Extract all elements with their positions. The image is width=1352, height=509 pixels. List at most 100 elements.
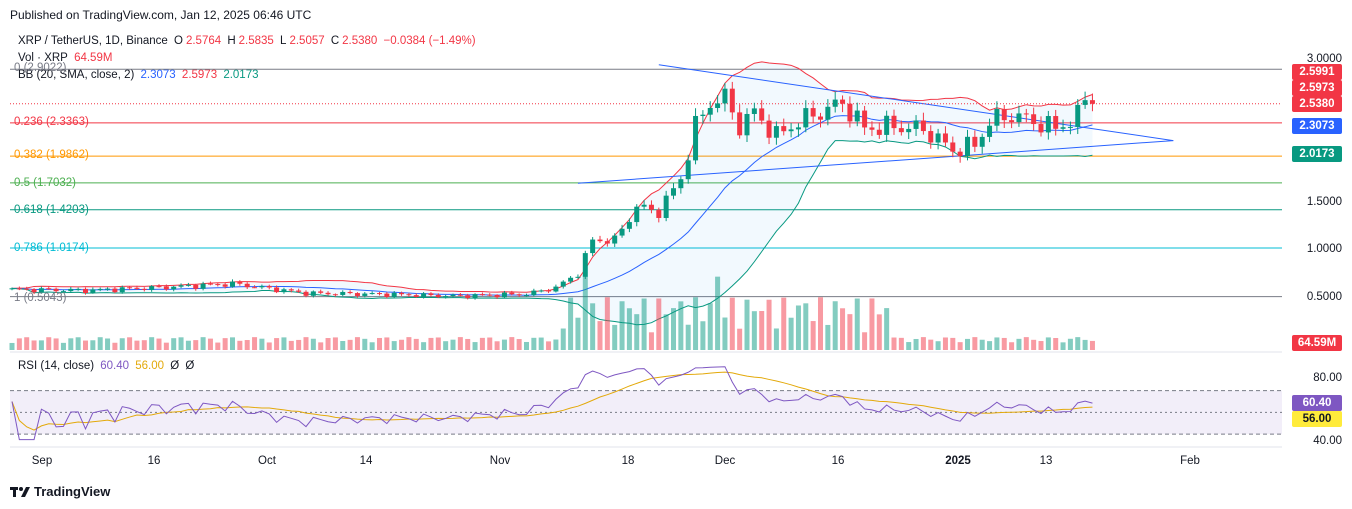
- candle-body-131: [972, 136, 978, 147]
- candle-body-101: [751, 108, 757, 114]
- volume-bar-101: [751, 311, 757, 350]
- rsi-ma-line: [11, 371, 1093, 431]
- candle-body-40: [303, 291, 309, 296]
- volume-bar-62: [465, 338, 471, 350]
- time-label-13: 13: [1039, 455, 1053, 467]
- candle-body-98: [729, 88, 735, 113]
- volume-bar-68: [509, 337, 515, 350]
- candle-body-119: [884, 115, 890, 135]
- volume-bar-64: [479, 337, 485, 350]
- candle-body-23: [178, 285, 184, 287]
- volume-bar-74: [553, 339, 559, 350]
- candle-body-66: [494, 295, 500, 298]
- volume-bar-8: [68, 338, 74, 350]
- candle-body-129: [957, 151, 963, 157]
- volume-bar-143: [1060, 342, 1066, 350]
- candle-body-20: [156, 286, 162, 288]
- fib-label-05: 0.5 (1.7032): [14, 177, 77, 189]
- candle-body-62: [465, 295, 471, 299]
- volume-bar-24: [185, 340, 191, 350]
- candle-body-49: [369, 293, 375, 295]
- volume-bar-82: [612, 324, 618, 350]
- volume-bar-111: [825, 324, 831, 350]
- candle-body-94: [700, 114, 706, 116]
- rsi-legend[interactable]: RSI (14, close) 60.40 56.00 Ø Ø: [18, 360, 197, 372]
- candle-body-127: [942, 133, 948, 143]
- time-label-sep: Sep: [31, 455, 53, 467]
- candle-body-12: [97, 288, 103, 290]
- volume-bar-71: [531, 337, 537, 350]
- symbol-legend[interactable]: XRP / TetherUS, 1D, Binance O 2.5764 H 2.5…: [18, 35, 479, 47]
- volume-tag: 64.59M: [1292, 335, 1342, 351]
- rsi-extra-1: Ø: [170, 360, 180, 372]
- volume-bar-129: [957, 342, 963, 350]
- candle-body-130: [965, 136, 970, 157]
- volume-legend[interactable]: Vol · XRP 64.59M: [18, 52, 115, 64]
- volume-bar-4: [38, 340, 44, 350]
- volume-bar-35: [266, 342, 272, 350]
- volume-bar-28: [215, 342, 221, 350]
- candle-body-4: [38, 288, 44, 293]
- candle-body-84: [626, 222, 632, 229]
- volume-bar-31: [237, 340, 243, 350]
- candle-body-55: [413, 295, 419, 298]
- volume-bar-83: [619, 301, 625, 350]
- volume-bar-17: [134, 340, 140, 350]
- volume-bar-127: [942, 337, 948, 350]
- candle-body-58: [435, 295, 441, 298]
- candle-body-141: [1045, 116, 1051, 133]
- candle-body-56: [421, 293, 427, 298]
- brand-logo[interactable]: TradingView: [10, 484, 110, 499]
- volume-bar-73: [546, 341, 552, 350]
- candle-body-21: [163, 286, 169, 290]
- volume-bar-11: [90, 340, 96, 350]
- candle-body-97: [722, 88, 728, 104]
- candle-body-125: [928, 131, 934, 143]
- volume-bar-72: [538, 337, 544, 350]
- volume-bar-63: [472, 342, 478, 350]
- volume-bar-95: [707, 303, 713, 350]
- bb-basis-value: 2.3073: [140, 69, 176, 81]
- candle-body-2: [24, 288, 30, 290]
- candle-body-38: [288, 289, 294, 291]
- candle-body-75: [560, 281, 566, 287]
- candle-body-106: [788, 129, 794, 132]
- fib-label-1: 1 (0.5043): [14, 292, 67, 304]
- tradingview-logo-icon: [10, 486, 30, 497]
- candle-body-47: [354, 293, 360, 296]
- candle-body-42: [318, 291, 324, 293]
- volume-bar-48: [362, 338, 368, 350]
- time-label-dec: Dec: [714, 455, 736, 467]
- volume-bar-3: [31, 340, 37, 350]
- volume-bar-23: [178, 337, 184, 350]
- time-label-18: 18: [621, 455, 635, 467]
- volume-bar-76: [568, 297, 574, 350]
- candle-body-140: [1038, 124, 1044, 133]
- bb-legend[interactable]: BB (20, SMA, close, 2) 2.3073 2.5973 2.0…: [18, 69, 262, 81]
- volume-bar-138: [1023, 337, 1029, 350]
- volume-bar-81: [604, 297, 610, 350]
- rsi-label: RSI (14, close): [18, 360, 95, 372]
- volume-bar-55: [413, 338, 419, 350]
- candle-body-5: [46, 288, 52, 290]
- volume-bar-0: [9, 342, 15, 350]
- open-value: 2.5764: [185, 35, 222, 47]
- candle-body-142: [1053, 116, 1059, 129]
- volume-bar-7: [60, 342, 66, 350]
- candle-body-78: [582, 253, 588, 277]
- candle-body-145: [1075, 104, 1081, 127]
- price-axis-1: 1.0000: [1306, 243, 1342, 255]
- volume-bar-9: [75, 337, 81, 350]
- triangle-lower-line: [577, 140, 1174, 184]
- candle-body-99: [737, 112, 743, 136]
- volume-bar-106: [788, 317, 794, 350]
- candle-body-57: [428, 293, 434, 296]
- candle-body-124: [920, 120, 926, 132]
- volume-bar-141: [1045, 337, 1051, 350]
- candle-body-74: [553, 286, 559, 292]
- volume-bar-14: [112, 342, 118, 350]
- candle-body-0: [9, 288, 15, 290]
- candle-body-13: [105, 288, 111, 290]
- volume-bar-15: [119, 338, 125, 350]
